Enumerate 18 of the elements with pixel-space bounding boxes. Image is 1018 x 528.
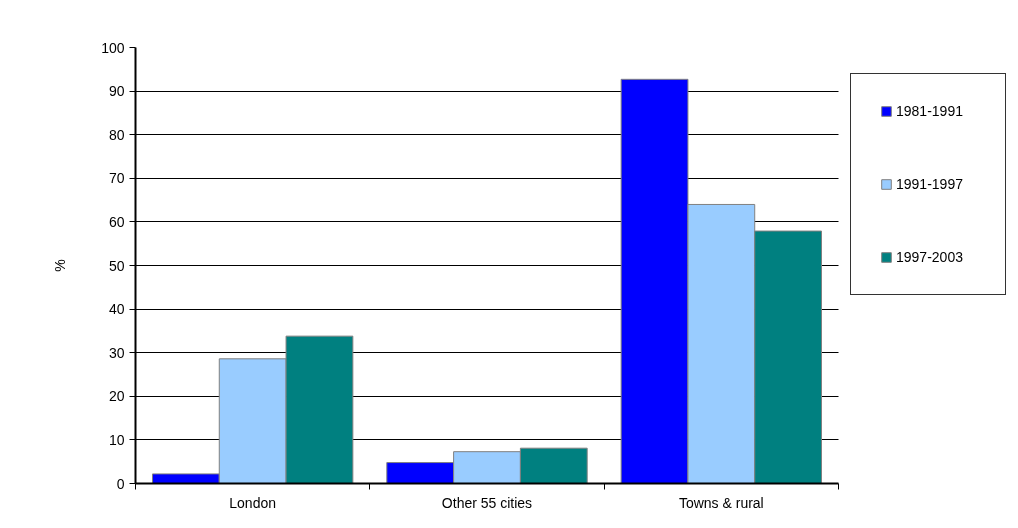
y-tick-label: 100 xyxy=(101,39,125,56)
y-tick-label: 0 xyxy=(116,475,125,492)
legend-label: 1991-1997 xyxy=(896,176,964,192)
y-tick-label: 30 xyxy=(108,344,125,361)
y-tick-label: 80 xyxy=(108,126,125,143)
y-tick-label: 60 xyxy=(108,213,125,230)
y-tick-label: 40 xyxy=(108,301,125,318)
y-tick-label: 20 xyxy=(108,388,125,405)
legend-label: 1981-1991 xyxy=(896,103,964,119)
x-tick-label: London xyxy=(229,494,277,511)
y-tick-label: 10 xyxy=(108,431,125,448)
y-tick-label: 90 xyxy=(108,83,125,100)
y-tick-label: 70 xyxy=(108,170,125,187)
x-tick-label: Towns & rural xyxy=(678,494,764,511)
y-axis-title: % xyxy=(52,259,69,272)
legend-label: 1997-2003 xyxy=(896,249,964,265)
x-tick-label: Other 55 cities xyxy=(441,494,533,511)
y-tick-label: 50 xyxy=(108,257,125,274)
